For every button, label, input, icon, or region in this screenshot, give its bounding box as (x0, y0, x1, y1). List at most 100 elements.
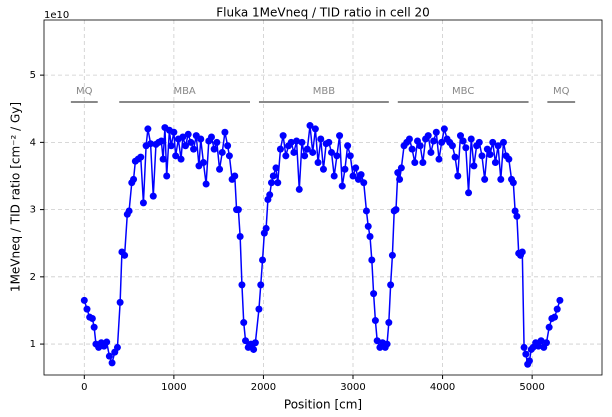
data-point (257, 281, 265, 289)
data-point (108, 359, 116, 367)
data-point (207, 133, 215, 141)
data-point (184, 130, 192, 138)
data-point (295, 185, 303, 193)
data-point (272, 164, 280, 172)
data-point (349, 172, 357, 180)
data-point (534, 342, 542, 350)
data-point (197, 135, 205, 143)
data-point (435, 155, 443, 163)
y-tick-label: 1 (30, 339, 36, 350)
data-point (509, 179, 517, 187)
data-point (238, 281, 246, 289)
data-point (163, 172, 171, 180)
data-point (83, 305, 91, 313)
data-point (448, 142, 456, 150)
data-point (481, 175, 489, 183)
x-tick-label: 1000 (161, 382, 186, 393)
data-point (456, 132, 464, 140)
data-point (432, 128, 440, 136)
y-offset-label: 1e10 (44, 10, 69, 21)
data-point (520, 343, 528, 351)
data-point (499, 138, 507, 146)
data-point (336, 132, 344, 140)
data-point (242, 337, 250, 345)
y-tick-label: 4 (30, 137, 36, 148)
data-point (216, 165, 224, 173)
data-point (250, 345, 258, 353)
data-point (424, 132, 432, 140)
data-point (357, 171, 365, 179)
data-point (373, 337, 381, 345)
data-point (190, 145, 198, 153)
x-tick-label: 0 (81, 382, 87, 393)
data-point (269, 172, 277, 180)
region-label: MBC (452, 86, 474, 97)
data-point (551, 313, 559, 321)
data-point (255, 305, 263, 313)
data-point (144, 125, 152, 133)
data-point (187, 138, 195, 146)
y-tick-label: 3 (30, 205, 36, 216)
data-point (518, 248, 526, 256)
y-tick-label: 2 (30, 272, 36, 283)
data-point (306, 122, 314, 130)
data-point (364, 222, 372, 230)
data-point (113, 343, 121, 351)
data-point (494, 142, 502, 150)
data-point (542, 339, 550, 347)
data-point (370, 290, 378, 298)
data-point (383, 340, 391, 348)
data-point (213, 138, 221, 146)
data-point (352, 164, 360, 172)
x-tick-label: 2000 (251, 382, 276, 393)
data-point (218, 148, 226, 156)
data-point (149, 192, 157, 200)
data-point (210, 145, 218, 153)
data-point (167, 142, 175, 150)
chart-title: Fluka 1MeVneq / TID ratio in cell 20 (216, 6, 430, 20)
data-point (274, 179, 282, 187)
data-point (276, 145, 284, 153)
region-label: MQ (76, 86, 93, 97)
data-point (231, 172, 239, 180)
data-point (266, 191, 274, 199)
data-point (497, 175, 505, 183)
data-point (475, 138, 483, 146)
data-point (225, 152, 233, 160)
data-point (290, 148, 298, 156)
data-point (465, 189, 473, 197)
y-axis-label: 1MeVneq / TID ratio [cm⁻² / Gy] (9, 102, 23, 292)
data-point (317, 135, 325, 143)
data-point (368, 256, 376, 264)
data-point (408, 145, 416, 153)
data-point (489, 138, 497, 146)
data-point (396, 175, 404, 183)
data-point (157, 137, 165, 145)
x-tick-label: 5000 (519, 382, 544, 393)
data-point (202, 180, 210, 188)
data-point (459, 137, 467, 145)
data-point (319, 165, 327, 173)
data-point (159, 155, 167, 163)
data-point (199, 159, 207, 167)
data-point (234, 206, 242, 214)
data-point (282, 152, 290, 160)
data-point (483, 145, 491, 153)
data-point (103, 338, 111, 346)
data-point (262, 224, 270, 232)
data-point (325, 138, 333, 146)
data-point (314, 159, 322, 167)
data-point (427, 148, 435, 156)
data-point (346, 152, 354, 160)
data-point (462, 144, 470, 152)
data-line (83, 125, 561, 367)
data-point (537, 337, 545, 345)
data-point (525, 357, 533, 365)
data-point (385, 319, 393, 327)
data-point (491, 159, 499, 167)
data-point (511, 207, 519, 215)
x-tick-label: 3000 (340, 382, 365, 393)
data-point (130, 175, 138, 183)
plot-frame (43, 19, 603, 376)
